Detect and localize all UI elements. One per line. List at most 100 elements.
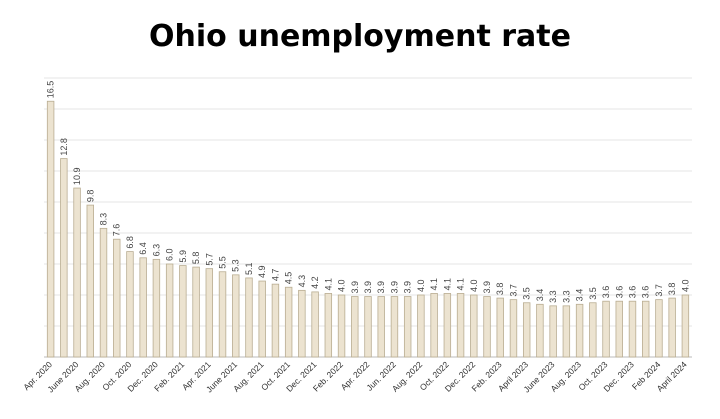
bar [377, 296, 385, 358]
bar [642, 300, 650, 358]
value-label: 5.9 [178, 250, 188, 263]
value-label: 3.4 [535, 289, 545, 302]
bar [364, 296, 372, 358]
bar [139, 257, 147, 358]
value-label: 4.0 [680, 279, 690, 292]
bar [60, 158, 68, 358]
value-label: 9.8 [85, 190, 95, 203]
value-label: 6.8 [125, 236, 135, 249]
bar [232, 274, 240, 358]
bar [668, 297, 676, 358]
bar [628, 300, 637, 358]
bar [86, 204, 94, 358]
value-label: 4.3 [297, 275, 307, 288]
value-label: 3.3 [548, 290, 558, 303]
bar [271, 283, 280, 358]
bar [337, 294, 346, 358]
bar [99, 227, 108, 358]
bar [73, 187, 81, 358]
bar [152, 258, 161, 358]
bar [284, 286, 293, 358]
value-label: 4.0 [416, 279, 426, 292]
value-label: 4.2 [310, 276, 320, 289]
value-label: 12.8 [59, 138, 69, 156]
value-label: 3.9 [389, 281, 399, 294]
bar [575, 303, 584, 358]
value-label: 4.1 [429, 278, 439, 291]
value-label: 5.7 [204, 253, 214, 266]
bar [496, 297, 504, 358]
value-label: 5.3 [231, 259, 241, 272]
bar [351, 296, 359, 358]
value-label: 7.6 [112, 224, 122, 237]
value-label: 3.6 [627, 286, 637, 299]
value-label: 3.9 [350, 281, 360, 294]
bar [192, 266, 200, 358]
bar [589, 302, 597, 358]
chart-title: Ohio unemployment rate [149, 19, 571, 54]
bar [324, 293, 333, 358]
value-label: 4.1 [323, 278, 333, 291]
bar [179, 265, 187, 358]
value-label: 8.3 [99, 213, 109, 226]
bar [126, 251, 134, 358]
value-label: 4.5 [284, 272, 294, 285]
bar [602, 300, 610, 358]
value-label: 3.3 [561, 290, 571, 303]
value-label: 6.0 [165, 248, 175, 261]
value-label: 3.9 [482, 281, 492, 294]
bar [417, 294, 425, 358]
bar [483, 296, 491, 358]
value-label: 5.8 [191, 252, 201, 265]
bar [390, 296, 399, 358]
bar [403, 296, 412, 358]
bar [311, 291, 319, 358]
bar [245, 277, 253, 358]
bar [522, 302, 531, 358]
bar [615, 300, 623, 358]
bar [562, 305, 571, 358]
bar [536, 303, 544, 358]
bar [258, 280, 266, 358]
bar [549, 305, 557, 358]
value-label: 5.1 [244, 262, 254, 275]
bar [470, 294, 478, 358]
bar [509, 299, 518, 358]
value-label: 16.5 [46, 81, 56, 99]
value-label: 4.1 [456, 278, 466, 291]
value-label: 3.5 [588, 287, 598, 300]
bar [113, 238, 121, 358]
value-label: 3.9 [403, 281, 413, 294]
value-label: 3.5 [522, 287, 532, 300]
value-label: 3.9 [363, 281, 373, 294]
value-label: 3.7 [508, 284, 518, 297]
bar [165, 263, 174, 358]
value-label: 10.9 [72, 168, 82, 186]
value-label: 4.1 [442, 278, 452, 291]
bar [430, 293, 438, 358]
bar [456, 293, 465, 358]
value-label: 3.8 [667, 283, 677, 296]
bar [443, 293, 452, 358]
value-label: 4.0 [469, 279, 479, 292]
value-label: 3.6 [641, 286, 651, 299]
bar [655, 299, 663, 358]
bar [218, 271, 227, 358]
bar [205, 268, 214, 358]
value-label: 4.0 [337, 279, 347, 292]
value-label: 3.4 [575, 289, 585, 302]
value-label: 6.3 [151, 244, 161, 257]
bar [298, 289, 306, 358]
value-label: 5.5 [218, 256, 228, 269]
value-label: 4.7 [270, 269, 280, 282]
bar [681, 294, 690, 358]
value-label: 3.7 [654, 284, 664, 297]
value-label: 3.9 [376, 281, 386, 294]
bar [46, 100, 55, 358]
value-label: 4.9 [257, 266, 267, 279]
value-label: 6.4 [138, 242, 148, 255]
value-label: 3.8 [495, 283, 505, 296]
value-label: 3.6 [601, 286, 611, 299]
